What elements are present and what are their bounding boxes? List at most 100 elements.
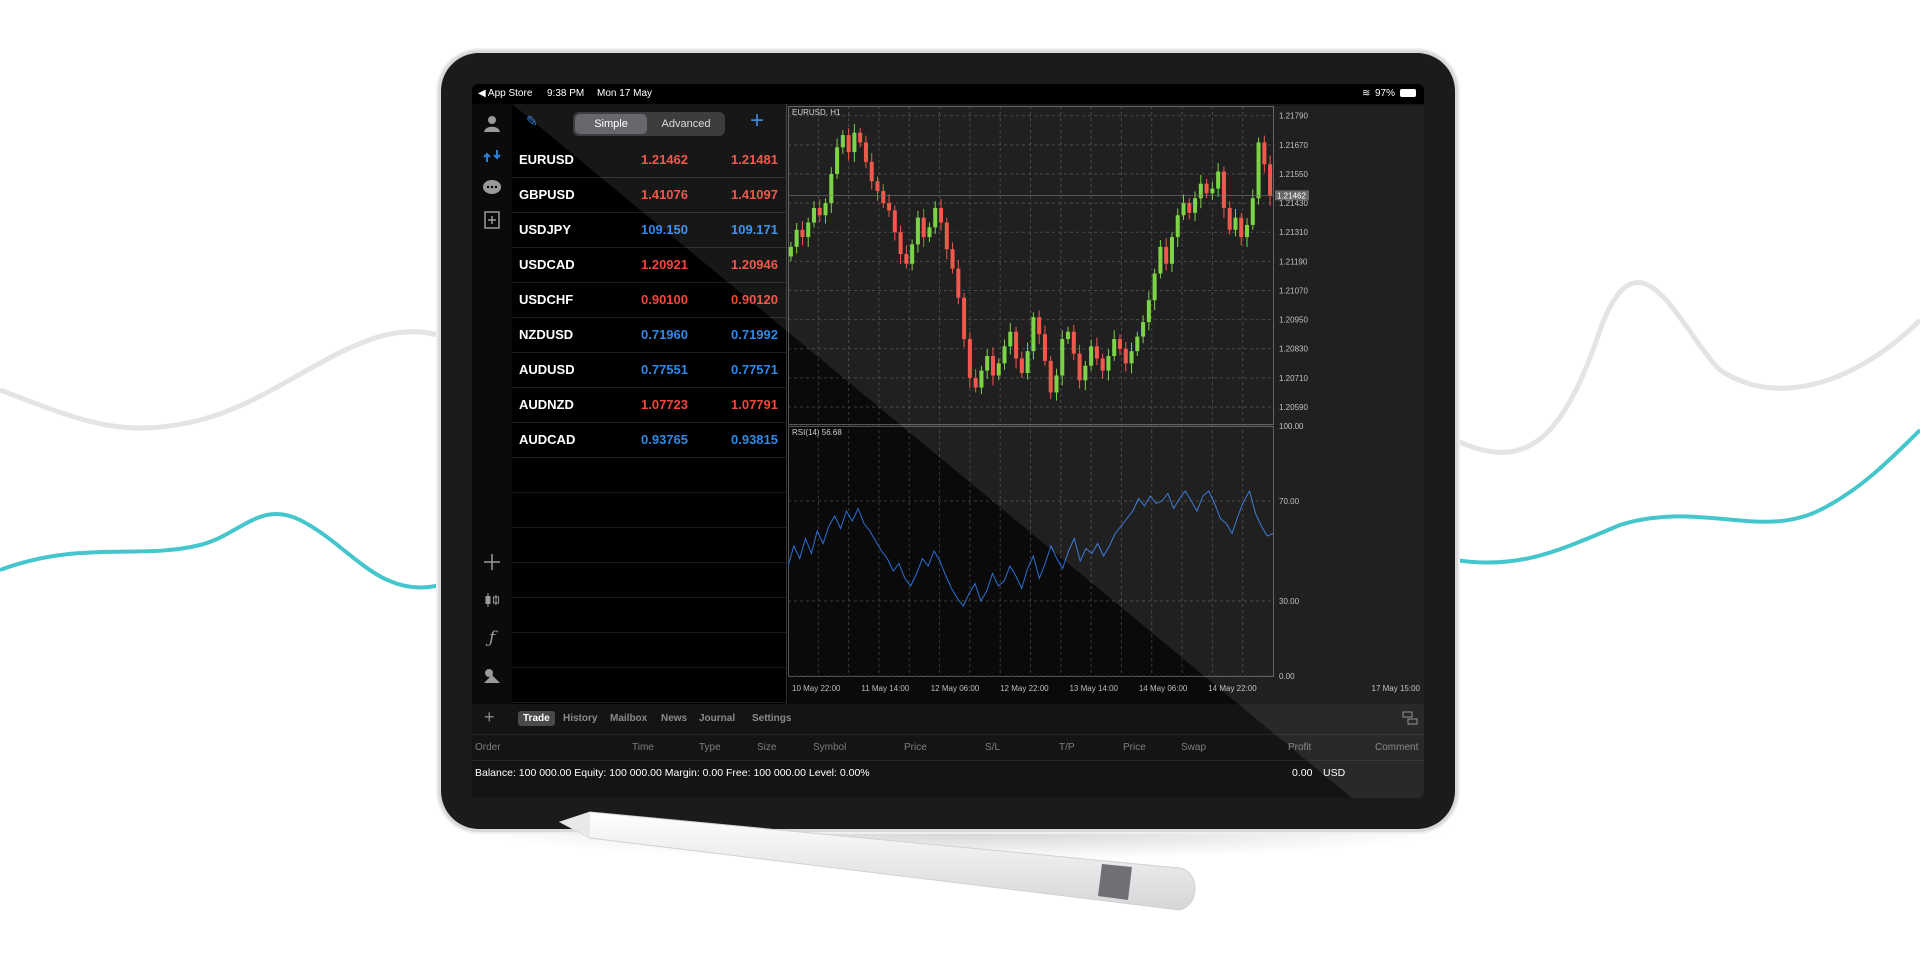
candle-body xyxy=(1106,356,1111,371)
candle-body xyxy=(1250,198,1255,225)
price-tick-label: 1.21430 xyxy=(1279,199,1308,208)
price-tick-label: 1.20830 xyxy=(1279,345,1308,354)
candle-body xyxy=(898,232,903,255)
balance-summary: Balance: 100 000.00 Equity: 100 000.00 M… xyxy=(475,767,870,779)
candle-body xyxy=(887,203,892,211)
bid-price: 0.93765 xyxy=(641,432,688,447)
time-tick-label: 12 May 22:00 xyxy=(1000,684,1049,693)
candle-body xyxy=(1239,217,1244,238)
candle-body xyxy=(1008,331,1013,347)
rsi-tick-label: 70.00 xyxy=(1279,497,1300,506)
tab-news[interactable]: News xyxy=(661,713,688,724)
rsi-tick-label: 30.00 xyxy=(1279,597,1300,606)
watchlist-row-usdcad[interactable]: USDCAD 1.20921 1.20946 xyxy=(512,247,786,283)
candle-body xyxy=(979,370,984,388)
bid-price: 1.20921 xyxy=(641,257,688,272)
watchlist-row-nzdusd[interactable]: NZDUSD 0.71960 0.71992 xyxy=(512,317,786,353)
ask-price: 0.77571 xyxy=(731,362,778,377)
edit-pencil-icon[interactable]: ✎ xyxy=(526,113,538,129)
price-chart[interactable]: 1.21790 1.21670 1.21550 1.21430 1.21310 1.211… xyxy=(788,106,1424,704)
symbol-name: USDCHF xyxy=(519,292,574,307)
candle-body xyxy=(1054,375,1059,393)
candle-body xyxy=(1146,300,1151,323)
trade-icon[interactable] xyxy=(478,142,506,170)
back-to-app-store[interactable]: ◀ App Store xyxy=(478,88,533,99)
tab-history[interactable]: History xyxy=(563,713,598,724)
chat-icon[interactable] xyxy=(478,174,506,202)
layout-icon[interactable] xyxy=(1402,710,1418,729)
new-order-icon[interactable] xyxy=(478,206,506,234)
objects-icon[interactable] xyxy=(478,662,506,690)
watchlist-row-usdchf[interactable]: USDCHF 0.90100 0.90120 xyxy=(512,282,786,318)
watchlist-row-audnzd[interactable]: AUDNZD 1.07723 1.07791 xyxy=(512,387,786,423)
status-date: Mon 17 May xyxy=(597,88,653,99)
candle-body xyxy=(1187,203,1192,213)
candle-body xyxy=(881,190,886,204)
candle-body xyxy=(1268,164,1273,196)
crosshair-icon[interactable] xyxy=(478,548,506,576)
symbol-name: GBPUSD xyxy=(519,187,575,202)
tab-settings[interactable]: Settings xyxy=(752,713,792,724)
candle-body xyxy=(1123,348,1128,364)
watchlist-header: ✎ Simple Advanced + xyxy=(512,104,786,142)
candle-body xyxy=(904,254,909,264)
candle-body xyxy=(1117,339,1123,349)
battery-icon xyxy=(1400,89,1416,97)
candle-body xyxy=(956,268,961,298)
candle-body xyxy=(1233,217,1238,230)
candle-body xyxy=(1048,360,1053,393)
tab-trade[interactable]: Trade xyxy=(518,711,555,726)
candle-body xyxy=(1181,203,1186,216)
ask-price: 109.171 xyxy=(731,222,778,237)
tab-journal[interactable]: Journal xyxy=(699,713,736,724)
add-symbol-plus-icon[interactable]: + xyxy=(750,107,765,134)
col-profit: Profit xyxy=(1288,742,1312,753)
chart-type-icon[interactable] xyxy=(478,586,506,614)
watchlist-row-gbpusd[interactable]: GBPUSD 1.41076 1.41097 xyxy=(512,177,786,213)
candle-body xyxy=(875,181,880,191)
account-icon[interactable] xyxy=(478,110,506,138)
account-currency: USD xyxy=(1323,767,1346,779)
candle-body xyxy=(811,207,817,223)
tab-mailbox[interactable]: Mailbox xyxy=(610,713,648,724)
candle-body xyxy=(1025,351,1030,374)
col-type: Type xyxy=(699,742,721,753)
watchlist-row-eurusd[interactable]: EURUSD 1.21462 1.21481 xyxy=(512,142,786,178)
mode-advanced-button[interactable]: Advanced xyxy=(661,118,711,130)
candle-body xyxy=(1169,237,1174,264)
empty-row xyxy=(512,492,786,528)
empty-row xyxy=(512,667,786,703)
candle-body xyxy=(985,356,990,371)
candle-body xyxy=(938,207,944,223)
candle-body xyxy=(1089,346,1094,366)
empty-row xyxy=(512,597,786,633)
time-tick-label: 11 May 14:00 xyxy=(861,684,909,693)
toolbox-tabs: + Trade History Mailbox News Journal Set… xyxy=(472,704,1424,735)
price-tick-label: 1.21310 xyxy=(1279,228,1308,237)
price-tick-label: 1.21550 xyxy=(1279,170,1308,179)
ask-price: 0.90120 xyxy=(731,292,778,307)
total-profit: 0.00 xyxy=(1292,767,1313,779)
main-frame xyxy=(788,106,1274,425)
candle-body xyxy=(1083,365,1088,381)
col-comment: Comment xyxy=(1375,742,1419,753)
battery-level: 97% xyxy=(1375,88,1396,99)
watchlist-row-audusd[interactable]: AUDUSD 0.77551 0.77571 xyxy=(512,352,786,388)
candle-body xyxy=(1002,346,1007,364)
candle-body xyxy=(1221,171,1226,208)
bid-price: 109.150 xyxy=(641,222,688,237)
mode-simple-button[interactable]: Simple xyxy=(575,114,647,134)
watchlist-row-usdjpy[interactable]: USDJPY 109.150 109.171 xyxy=(512,212,786,248)
toolbox-plus-icon[interactable]: + xyxy=(484,707,495,727)
time-tick-label: 14 May 22:00 xyxy=(1208,684,1257,693)
candle-body xyxy=(800,229,805,238)
rsi-line xyxy=(788,489,1274,607)
rsi-tick-label: 0.00 xyxy=(1279,672,1295,681)
indicator-icon[interactable]: ƒ xyxy=(488,628,496,648)
candle-body xyxy=(1100,358,1105,371)
price-tick-label: 1.21190 xyxy=(1279,257,1308,266)
candle-body xyxy=(950,249,955,269)
empty-row xyxy=(512,457,786,493)
watchlist-row-audcad[interactable]: AUDCAD 0.93765 0.93815 xyxy=(512,422,786,458)
candle-body xyxy=(1152,273,1157,301)
